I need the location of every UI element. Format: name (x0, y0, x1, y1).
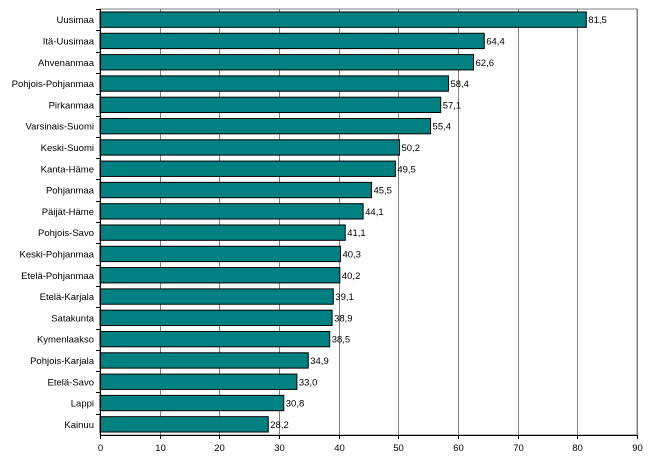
category-label: Etelä-Savo (48, 377, 94, 388)
bar (99, 416, 269, 433)
x-tick-label: 20 (214, 443, 225, 454)
plot-frame (99, 8, 638, 436)
x-tick-label: 90 (632, 443, 643, 454)
data-label: 40,3 (342, 249, 361, 260)
axes (96, 9, 637, 436)
x-tick-label: 0 (98, 443, 103, 454)
bar (99, 330, 331, 348)
value-labels: 81,5 64,4 62,6 58,4 57,1 55,4 50,2 49,5 45,5 44,1… (270, 15, 607, 431)
data-label: 45,5 (373, 186, 392, 197)
bar (99, 75, 449, 92)
data-label: 33,0 (299, 377, 318, 388)
category-label: Pohjanmaa (46, 186, 95, 197)
category-label: Itä-Uusimaa (43, 36, 95, 47)
bar (99, 352, 309, 369)
data-label: 28,2 (270, 420, 289, 431)
bars (99, 11, 587, 433)
data-label: 57,1 (443, 100, 462, 111)
bar (99, 309, 333, 327)
bar (99, 160, 396, 177)
bar (99, 32, 485, 50)
bar (99, 224, 346, 241)
category-label: Pohjois-Savo (38, 228, 94, 239)
bar (99, 181, 372, 199)
category-label: Pohjois-Karjala (30, 356, 95, 367)
category-labels: Uusimaa Itä-Uusimaa Ahvenanmaa Pohjois-Pohj… (12, 15, 95, 431)
bar (99, 394, 285, 412)
bar (99, 54, 475, 71)
x-axis-ticks: 0 10 20 30 40 50 60 70 80 90 (98, 435, 643, 454)
category-label: Kainuu (64, 420, 94, 431)
data-label: 41,1 (347, 228, 366, 239)
bar (99, 139, 401, 156)
bar (99, 96, 442, 114)
category-label: Varsinais-Suomi (26, 122, 94, 133)
category-label: Etelä-Karjala (40, 292, 95, 303)
category-label: Pohjois-Pohjanmaa (12, 79, 95, 90)
x-tick-label: 60 (453, 443, 464, 454)
category-label: Pirkanmaa (49, 100, 95, 111)
category-label: Satakunta (51, 313, 94, 324)
data-label: 38,9 (334, 313, 353, 324)
data-label: 40,2 (342, 271, 361, 282)
data-label: 38,5 (332, 335, 351, 346)
data-label: 58,4 (450, 79, 469, 90)
grid-lines (160, 9, 638, 435)
bar (99, 245, 341, 263)
category-label: Keski-Pohjanmaa (20, 249, 95, 260)
data-label: 62,6 (476, 58, 495, 69)
category-label: Kymenlaakso (37, 335, 94, 346)
data-label: 44,1 (365, 207, 384, 218)
data-label: 50,2 (402, 143, 421, 154)
data-label: 81,5 (588, 15, 607, 26)
data-label: 64,4 (486, 36, 505, 47)
category-label: Lappi (71, 399, 94, 410)
x-tick-label: 40 (334, 443, 345, 454)
data-label: 30,8 (286, 399, 305, 410)
category-label: Ahvenanmaa (38, 58, 95, 69)
data-label: 55,4 (433, 122, 452, 133)
x-tick-label: 50 (393, 443, 404, 454)
category-label: Keski-Suomi (41, 143, 94, 154)
bar (99, 203, 364, 220)
bar (99, 267, 341, 284)
category-label: Kanta-Häme (41, 164, 94, 175)
category-label: Etelä-Pohjanmaa (21, 271, 95, 282)
bar (99, 373, 298, 390)
category-label: Päijät-Häme (42, 207, 94, 218)
data-label: 34,9 (310, 356, 329, 367)
category-label: Uusimaa (57, 15, 95, 26)
bar (99, 11, 587, 28)
bar (99, 288, 334, 305)
x-tick-label: 30 (274, 443, 285, 454)
data-label: 39,1 (335, 292, 354, 303)
bar (99, 117, 432, 135)
x-tick-label: 10 (155, 443, 166, 454)
x-tick-label: 70 (513, 443, 524, 454)
x-tick-label: 80 (572, 443, 583, 454)
data-label: 49,5 (397, 164, 416, 175)
